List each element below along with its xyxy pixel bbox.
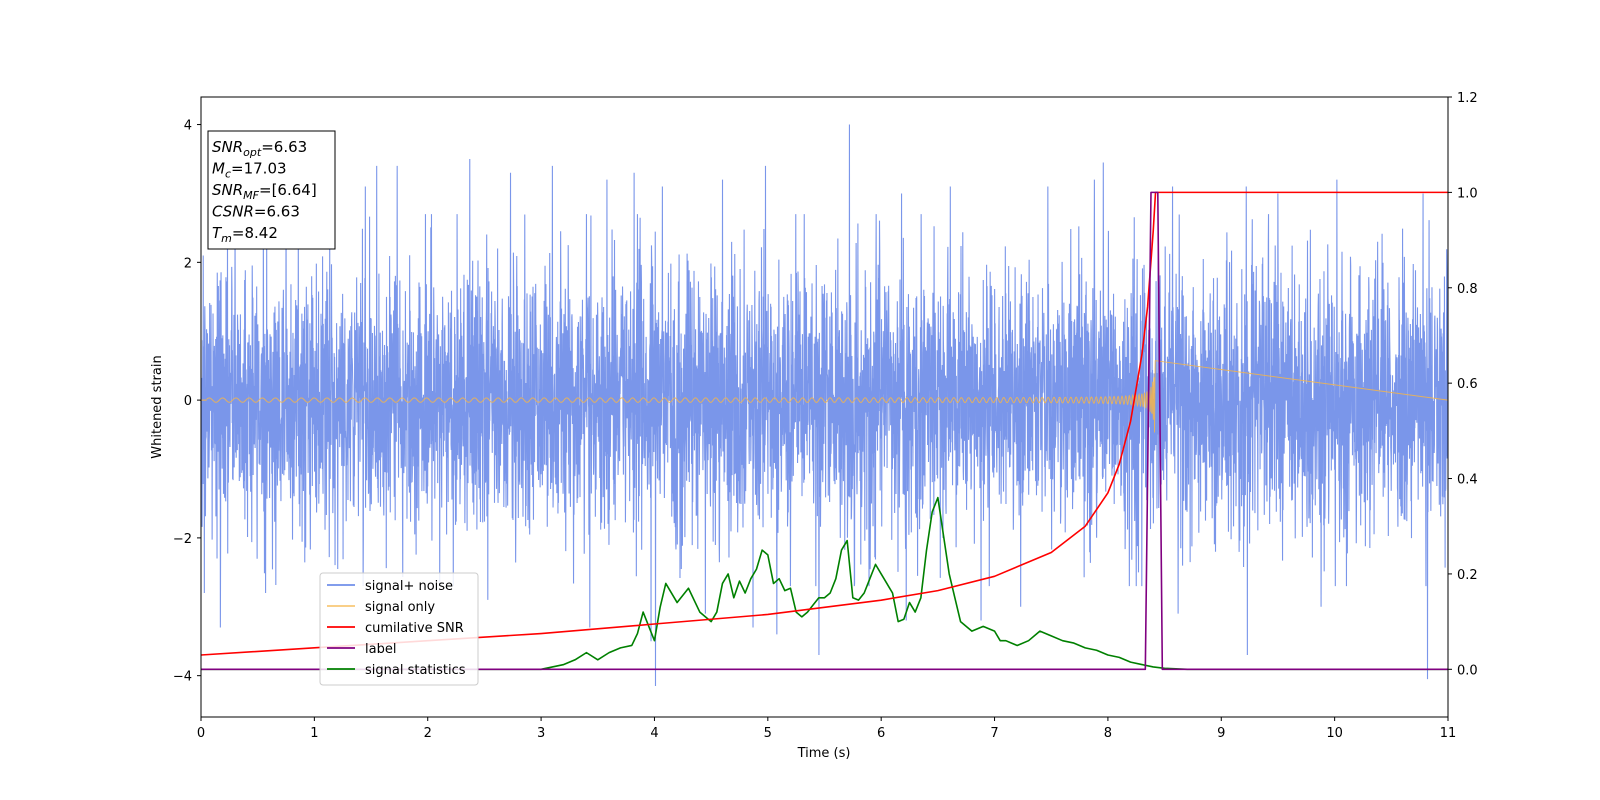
x-tick-label: 9 <box>1217 726 1225 741</box>
left-y-tick-label: 0 <box>184 394 192 409</box>
left-y-tick-label: 4 <box>184 119 192 134</box>
plot-frame <box>200 96 1449 718</box>
right-y-tick-label: 0.2 <box>1457 568 1478 583</box>
stat-subscript: c <box>225 168 231 181</box>
stat-value: =6.63 <box>254 203 300 221</box>
series-layer <box>201 124 1448 687</box>
series-signal-statistics-line <box>201 496 1448 671</box>
series-lines <box>201 191 1448 671</box>
stat-name: T <box>212 224 223 242</box>
stat-line: Tm=8.42 <box>212 224 278 245</box>
stat-value: =[6.64] <box>259 181 317 199</box>
left-y-tick-label: −4 <box>173 670 192 685</box>
series-label-line <box>201 191 1448 671</box>
stat-name: CSNR <box>212 203 254 221</box>
x-tick-label: 0 <box>197 726 205 741</box>
right-y-axis-ticks: 0.0 0.2 0.4 0.6 0.8 1.0 1.2 <box>1448 91 1478 678</box>
right-y-tick-label: 0.6 <box>1457 377 1478 392</box>
stat-name: M <box>212 160 225 178</box>
right-y-tick-label: 0.8 <box>1457 282 1478 297</box>
series-signal-only <box>201 360 1448 433</box>
stat-line: Mc=17.03 <box>212 160 287 181</box>
legend-label: cumilative SNR <box>365 621 464 636</box>
right-y-tick-label: 0.4 <box>1457 473 1478 488</box>
series-signal-noise <box>201 124 1448 687</box>
legend: signal+ noise signal only cumilative SNR la… <box>319 572 479 686</box>
x-tick-label: 2 <box>424 726 432 741</box>
legend-label: signal+ noise <box>365 579 453 594</box>
left-y-tick-label: −2 <box>173 532 192 547</box>
noise-trace <box>201 124 1448 687</box>
stat-subscript: MF <box>243 189 259 202</box>
stat-value: =8.42 <box>232 224 278 242</box>
stat-line: SNRMF=[6.64] <box>212 181 317 202</box>
x-tick-label: 10 <box>1326 726 1343 741</box>
stat-line: CSNR=6.63 <box>212 203 300 221</box>
legend-label: signal statistics <box>365 663 466 678</box>
legend-label: label <box>365 642 396 657</box>
right-y-tick-label: 1.0 <box>1457 186 1478 201</box>
stat-subscript: opt <box>243 146 262 159</box>
x-tick-label: 5 <box>764 726 772 741</box>
x-tick-label: 11 <box>1440 726 1457 741</box>
stats-box-frame <box>207 130 336 250</box>
right-y-tick-label: 0.0 <box>1457 663 1478 678</box>
x-tick-label: 6 <box>877 726 885 741</box>
left-y-axis-ticks: −4 −2 0 2 4 <box>173 119 201 685</box>
stat-name: SNR <box>212 181 243 199</box>
x-tick-label: 3 <box>537 726 545 741</box>
legend-label: signal only <box>365 600 435 615</box>
y-axis-label: Whitened strain <box>150 355 165 458</box>
stats-box: SNRopt=6.63Mc=17.03SNRMF=[6.64]CSNR=6.63… <box>207 130 336 250</box>
x-tick-label: 1 <box>310 726 318 741</box>
left-y-tick-label: 2 <box>184 256 192 271</box>
x-axis-label: Time (s) <box>797 746 851 761</box>
x-axis-ticks: 0 1 2 3 4 5 6 7 8 9 10 11 <box>197 717 1456 741</box>
stat-name: SNR <box>212 138 243 156</box>
chirp-trace <box>206 360 1448 433</box>
x-tick-label: 8 <box>1104 726 1112 741</box>
x-tick-label: 7 <box>990 726 998 741</box>
legend-frame <box>319 572 479 686</box>
stat-subscript: m <box>221 232 232 245</box>
stat-value: =17.03 <box>231 160 287 178</box>
stat-line: SNRopt=6.63 <box>212 138 307 159</box>
x-tick-label: 4 <box>650 726 658 741</box>
right-y-tick-label: 1.2 <box>1457 91 1478 106</box>
series-cumilative-snr-line <box>201 191 1448 656</box>
stat-value: =6.63 <box>261 138 307 156</box>
